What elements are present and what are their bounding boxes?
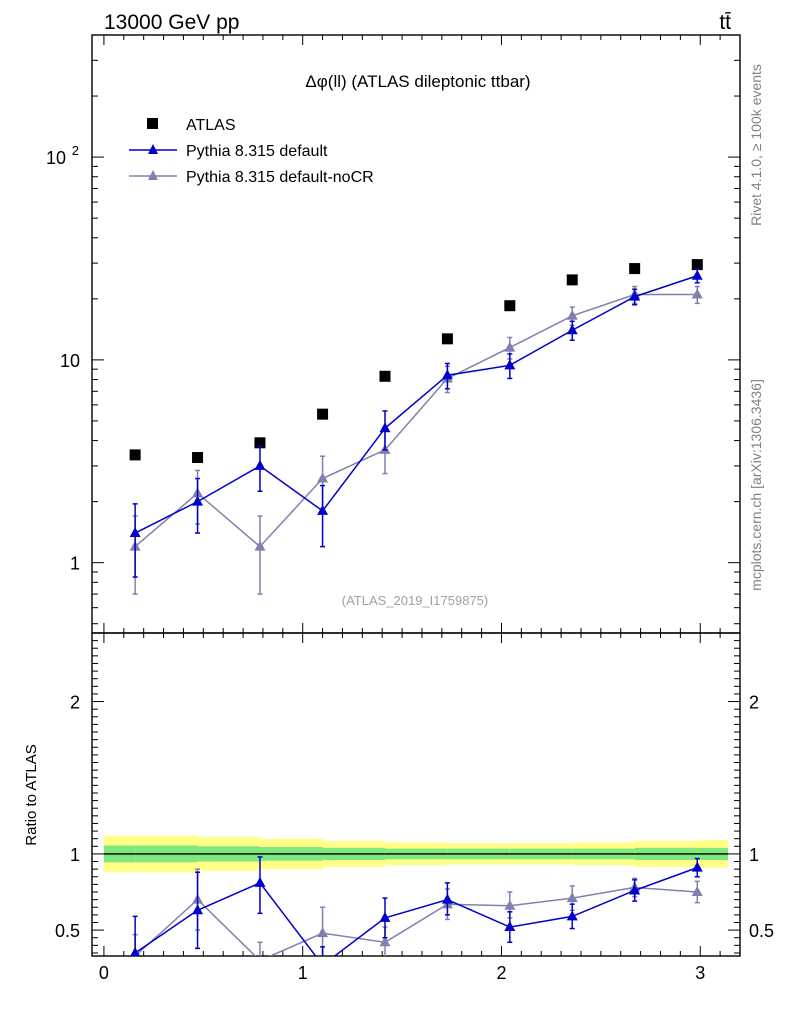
legend-marker-pythia-default (148, 144, 158, 154)
ratio-pythia-nocr-point (691, 886, 703, 897)
pythia-default-point (504, 359, 516, 370)
ratio-pythia-nocr-group (131, 868, 703, 956)
x-tick-label: 2 (496, 963, 506, 983)
ratio-pythia-default-point (691, 861, 703, 872)
ratio-pythia-default-point (379, 911, 391, 922)
pythia-nocr-line (134, 293, 698, 548)
pythia-default-point (192, 495, 204, 506)
analysis-id-label: (ATLAS_2019_I1759875) (342, 593, 488, 608)
rivet-version-label: Rivet 4.1.0, ≥ 100k events (748, 64, 764, 226)
ratio-y-axis-label: Ratio to ATLAS (23, 744, 40, 845)
atlas-data-group (129, 259, 703, 464)
pythia-default-point (441, 369, 453, 380)
ratio-pythia-default-point (441, 893, 453, 904)
atlas-data-point (317, 408, 329, 420)
ratio-pythia-default-point (629, 884, 641, 895)
pythia-nocr-point (566, 309, 578, 320)
ratio-y-tick-label: 0.5 (55, 921, 80, 941)
atlas-data-point (441, 333, 453, 345)
pythia-default-point (629, 290, 641, 301)
y-tick-label-exponent: 2 (72, 143, 79, 158)
ratio-pythia-default-point (130, 946, 141, 956)
pythia-nocr-point (254, 540, 266, 551)
ratio-pythia-default-point (192, 904, 204, 915)
ratio-y-tick-label-right: 2 (749, 693, 759, 713)
ratio-y-tick-label: 2 (70, 693, 80, 713)
x-tick-label: 0 (99, 963, 109, 983)
ratio-pythia-nocr-point (566, 892, 578, 903)
ratio-panel-frame (91, 632, 741, 957)
atlas-data-point (504, 300, 516, 312)
atlas-data-point (566, 274, 578, 286)
legend-marker-pythia-nocr (148, 170, 158, 180)
ratio-pythia-default-point (254, 876, 266, 887)
atlas-data-point (254, 437, 266, 449)
ratio-pythia-default-line (134, 866, 698, 956)
ratio-pythia-nocr-point (259, 954, 261, 956)
ratio-pythia-default-point (504, 921, 516, 932)
ratio-pythia-default-point (317, 959, 328, 969)
y-tick-label: 10 (46, 148, 66, 168)
source-label: mcplots.cern.ch [arXiv:1306.3436] (748, 379, 764, 591)
legend: ATLAS Pythia 8.315 default Pythia 8.315 … (129, 117, 374, 186)
ratio-pythia-nocr-point (379, 936, 391, 947)
pythia-nocr-point (504, 341, 516, 352)
atlas-data-point (129, 449, 141, 461)
pythia-default-point (317, 504, 329, 515)
atlas-data-point (691, 259, 703, 271)
pythia-nocr-point (317, 472, 329, 483)
atlas-data-point (192, 452, 204, 464)
pythia-default-point (129, 527, 141, 538)
pythia-default-point (254, 459, 266, 470)
ratio-pythia-default-group (130, 856, 703, 969)
pythia-nocr-point (691, 288, 703, 299)
ratio-pythia-default-point (566, 910, 578, 921)
atlas-data-point (629, 263, 641, 275)
energy-label: 13000 GeV pp (104, 11, 239, 34)
ratio-y-tick-label-right: 1 (749, 845, 759, 865)
pythia-default-point (691, 269, 703, 280)
pythia-default-point (566, 324, 578, 335)
legend-label-pythia-nocr: Pythia 8.315 default-noCR (186, 169, 374, 186)
ratio-pythia-nocr-line (134, 886, 698, 956)
pythia-default-line (134, 275, 698, 534)
ratio-y-tick-label-right: 0.5 (749, 921, 774, 941)
pythia-nocr-group (129, 285, 703, 595)
x-tick-label: 1 (298, 963, 308, 983)
atlas-data-point (379, 370, 391, 382)
process-label: tt̄ (719, 11, 731, 34)
pythia-default-group (129, 268, 703, 578)
legend-marker-atlas (147, 118, 158, 129)
y-tick-label: 1 (70, 554, 80, 574)
ratio-pythia-nocr-point (317, 927, 329, 938)
y-tick-label: 10 (60, 351, 80, 371)
legend-label-pythia-default: Pythia 8.315 default (186, 143, 328, 160)
pythia-default-point (379, 422, 391, 433)
ratio-y-tick-label: 1 (70, 845, 80, 865)
legend-label-atlas: ATLAS (186, 117, 236, 134)
x-tick-label: 3 (695, 963, 705, 983)
plot-title: Δφ(ll) (ATLAS dileptonic ttbar) (305, 72, 530, 91)
ratio-pythia-nocr-point (504, 899, 516, 910)
